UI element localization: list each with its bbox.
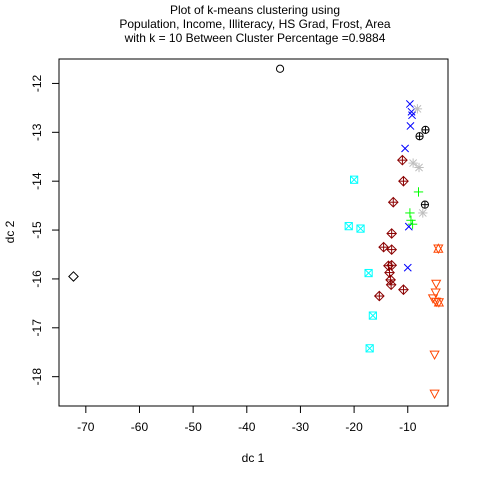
data-point <box>406 215 416 225</box>
x-axis-label: dc 1 <box>242 451 265 465</box>
data-point <box>405 100 414 108</box>
x-tick-label: -60 <box>131 420 149 434</box>
data-point <box>401 144 410 153</box>
data-point <box>344 222 353 231</box>
data-point <box>406 122 415 130</box>
y-axis-label: dc 2 <box>3 220 17 243</box>
y-tick-label: -12 <box>30 74 44 92</box>
x-tick-label: -50 <box>184 420 202 434</box>
y-tick-label: -14 <box>30 172 44 190</box>
data-point <box>398 284 409 296</box>
data-point <box>408 158 418 168</box>
data-point <box>386 228 398 239</box>
y-tick-label: -13 <box>30 123 44 141</box>
data-point <box>365 344 374 353</box>
data-point <box>408 111 417 120</box>
data-point <box>397 154 408 166</box>
data-point <box>420 200 430 209</box>
data-point <box>407 107 416 116</box>
x-tick-label: -40 <box>238 420 256 434</box>
data-point <box>433 297 445 308</box>
x-tick-label: -30 <box>292 420 310 434</box>
data-point <box>418 208 428 218</box>
data-point <box>431 279 442 290</box>
data-point <box>429 350 440 361</box>
data-point <box>403 263 412 272</box>
data-point <box>414 162 424 173</box>
data-points <box>68 64 445 400</box>
data-point <box>386 244 398 255</box>
y-tick-label: -16 <box>30 270 44 288</box>
x-tick-label: -10 <box>399 420 417 434</box>
data-point <box>413 187 424 197</box>
data-point <box>412 104 423 114</box>
chart-title-line-1: Plot of k-means clustering using <box>170 3 340 17</box>
data-point <box>429 389 440 400</box>
data-point <box>398 175 409 187</box>
y-tick-label: -17 <box>30 319 44 337</box>
data-point <box>421 125 430 134</box>
data-point <box>430 288 441 298</box>
data-point <box>356 224 365 233</box>
data-point <box>350 175 359 184</box>
data-point <box>387 196 399 208</box>
y-tick-label: -18 <box>30 368 44 386</box>
chart-title-line-3: with k = 10 Between Cluster Percentage =… <box>124 31 386 45</box>
chart-title: Plot of k-means clustering using Populat… <box>119 3 391 45</box>
data-point <box>368 311 377 320</box>
x-axis: -70 -60 -50 -40 -30 -20 -10 <box>77 405 417 434</box>
x-tick-label: -70 <box>77 420 95 434</box>
data-point <box>373 290 385 302</box>
data-point <box>415 132 424 141</box>
x-tick-label: -20 <box>345 420 363 434</box>
data-point <box>275 64 285 73</box>
plot-frame <box>58 58 449 407</box>
data-point <box>364 268 373 278</box>
data-point <box>385 279 397 291</box>
chart-title-line-2: Population, Income, Illiteracy, HS Grad,… <box>119 17 391 31</box>
data-point <box>407 219 418 229</box>
data-point <box>433 243 444 254</box>
data-point <box>405 208 415 218</box>
y-axis: -12 -13 -14 -15 -16 -17 -18 <box>30 74 60 386</box>
y-tick-label: -15 <box>30 221 44 239</box>
data-point <box>68 271 79 282</box>
data-point <box>378 241 390 253</box>
